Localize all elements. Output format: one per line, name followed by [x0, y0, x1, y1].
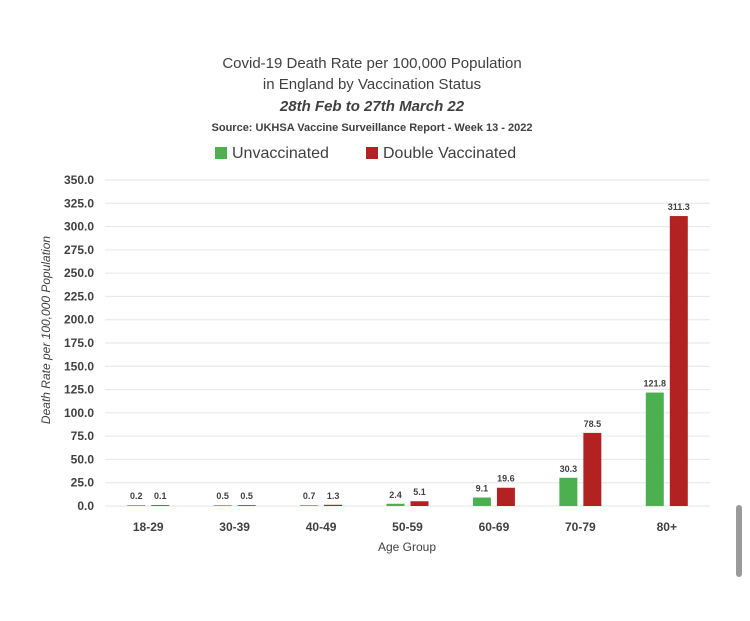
bar-unvaccinated	[472, 497, 491, 506]
bar-double-vaccinated	[237, 505, 256, 506]
y-tick-label: 150.0	[64, 359, 94, 373]
data-label-unvaccinated: 0.7	[303, 491, 316, 501]
x-axis-title: Age Group	[378, 540, 436, 554]
y-tick-label: 75.0	[71, 429, 95, 443]
x-tick-label: 80+	[657, 520, 677, 534]
y-axis-ticks: 0.0 25.0 50.0 75.0 100.0 125.0 150.0 175.0 200.0…	[64, 173, 94, 513]
legend-swatch-double-vaccinated	[366, 147, 378, 159]
y-tick-label: 350.0	[64, 173, 94, 187]
bar-unvaccinated	[645, 392, 664, 506]
chart-subtitle: 28th Feb to 27th March 22	[279, 98, 465, 115]
x-axis-ticks: 18-29 30-39 40-49 50-59 60-69 70-79 80+	[133, 520, 677, 534]
data-label-unvaccinated: 9.1	[476, 484, 489, 494]
data-label-double-vaccinated: 0.5	[240, 491, 253, 501]
bar-unvaccinated	[559, 477, 578, 506]
bar-unvaccinated	[213, 505, 232, 506]
y-tick-label: 250.0	[64, 266, 94, 280]
gridlines	[105, 179, 710, 507]
bar-unvaccinated	[386, 503, 405, 506]
y-tick-label: 125.0	[64, 383, 94, 397]
y-tick-label: 0.0	[77, 499, 94, 513]
chart-source: Source: UKHSA Vaccine Surveillance Repor…	[212, 122, 533, 134]
data-label-double-vaccinated: 0.1	[154, 491, 167, 501]
x-tick-label: 70-79	[565, 520, 596, 534]
bar-double-vaccinated	[410, 501, 429, 506]
x-tick-label: 18-29	[133, 520, 164, 534]
bar-double-vaccinated	[324, 504, 343, 506]
data-label-unvaccinated: 0.5	[216, 491, 229, 501]
bar-double-vaccinated	[583, 432, 602, 506]
x-tick-label: 30-39	[219, 520, 250, 534]
chart-title-line-2: in England by Vaccination Status	[263, 76, 481, 93]
bar-unvaccinated	[127, 505, 146, 506]
chart-title-line-1: Covid-19 Death Rate per 100,000 Populati…	[222, 55, 521, 72]
y-tick-label: 275.0	[64, 243, 94, 257]
x-tick-label: 50-59	[392, 520, 423, 534]
data-label-unvaccinated: 121.8	[644, 379, 667, 389]
x-tick-label: 60-69	[479, 520, 510, 534]
y-tick-label: 325.0	[64, 196, 94, 210]
legend: Unvaccinated Double Vaccinated	[215, 145, 516, 162]
data-labels: 0.2 0.1 0.5 0.5 0.7 1.3 2.4 5.1 9.1 19.6 30.3 78.5 1…	[130, 202, 690, 501]
data-label-double-vaccinated: 1.3	[327, 491, 340, 501]
bar-unvaccinated	[300, 505, 319, 506]
data-label-double-vaccinated: 5.1	[413, 487, 426, 497]
data-label-double-vaccinated: 311.3	[668, 202, 690, 212]
y-axis-title: Death Rate per 100,000 Population	[39, 236, 53, 424]
y-tick-label: 200.0	[64, 313, 94, 327]
x-tick-label: 40-49	[306, 520, 337, 534]
data-label-unvaccinated: 0.2	[130, 491, 143, 501]
legend-label-double-vaccinated: Double Vaccinated	[383, 145, 516, 162]
data-label-double-vaccinated: 78.5	[584, 419, 602, 429]
bars	[127, 216, 688, 507]
y-tick-label: 25.0	[71, 476, 95, 490]
y-tick-label: 225.0	[64, 289, 94, 303]
y-tick-label: 175.0	[64, 336, 94, 350]
y-tick-label: 50.0	[71, 452, 95, 466]
data-label-unvaccinated: 2.4	[389, 490, 402, 500]
legend-swatch-unvaccinated	[215, 147, 227, 159]
legend-label-unvaccinated: Unvaccinated	[232, 145, 329, 162]
data-label-unvaccinated: 30.3	[560, 464, 578, 474]
scrollbar[interactable]	[736, 505, 742, 577]
bar-double-vaccinated	[496, 487, 515, 506]
bar-double-vaccinated	[669, 216, 688, 507]
data-label-double-vaccinated: 19.6	[497, 474, 515, 484]
y-tick-label: 100.0	[64, 406, 94, 420]
bar-double-vaccinated	[151, 505, 170, 506]
y-tick-label: 300.0	[64, 220, 94, 234]
